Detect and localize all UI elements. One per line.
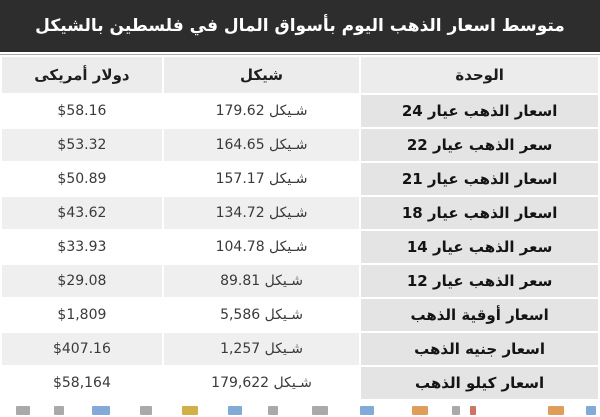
clipped-text-fragment — [312, 406, 328, 415]
gold-price-table: الوحدة شيكل دولار أمريكى اسعار الذهب عيا… — [0, 55, 600, 401]
unit-cell: اسعار جنيه الذهب — [361, 333, 598, 365]
table-row: سعر الذهب عيار 22 164.65 شـيكل $53.32 — [2, 129, 598, 161]
dollar-cell: $50.89 — [2, 163, 162, 195]
dollar-cell: $33.93 — [2, 231, 162, 263]
dollar-cell: $58.16 — [2, 95, 162, 127]
clipped-text-fragment — [54, 406, 64, 415]
unit-cell: سعر الذهب عيار 14 — [361, 231, 598, 263]
page-title: متوسط اسعار الذهب اليوم بأسواق المال في … — [35, 16, 565, 36]
clipped-text-fragment — [548, 406, 564, 415]
dollar-cell: $58,164 — [2, 367, 162, 399]
header-row: الوحدة شيكل دولار أمريكى — [2, 57, 598, 93]
clipped-text-fragment — [412, 406, 428, 415]
table-row: اسعار الذهب عيار 24 179.62 شـيكل $58.16 — [2, 95, 598, 127]
table-row: اسعار الذهب عيار 18 134.72 شـيكل $43.62 — [2, 197, 598, 229]
column-header-dollar: دولار أمريكى — [2, 57, 162, 93]
unit-cell: سعر الذهب عيار 22 — [361, 129, 598, 161]
table-row: اسعار جنيه الذهب 1,257 شـيكل $407.16 — [2, 333, 598, 365]
clipped-text-fragment — [92, 406, 110, 415]
clipped-footer-text-line — [0, 404, 600, 417]
shekel-cell: 104.78 شـيكل — [163, 231, 360, 263]
shekel-cell: 134.72 شـيكل — [163, 197, 360, 229]
dollar-cell: $1,809 — [2, 299, 162, 331]
dollar-cell: $53.32 — [2, 129, 162, 161]
column-header-shekel: شيكل — [163, 57, 360, 93]
clipped-text-fragment — [140, 406, 152, 415]
clipped-text-fragment — [470, 406, 476, 415]
gold-price-table-wrap: الوحدة شيكل دولار أمريكى اسعار الذهب عيا… — [0, 54, 600, 401]
table-row: سعر الذهب عيار 14 104.78 شـيكل $33.93 — [2, 231, 598, 263]
table-row: سعر الذهب عيار 12 89.81 شـيكل $29.08 — [2, 265, 598, 297]
clipped-text-fragment — [452, 406, 460, 415]
column-header-unit: الوحدة — [361, 57, 598, 93]
unit-cell: اسعار كيلو الذهب — [361, 367, 598, 399]
table-row: اسعار أوقية الذهب 5,586 شـيكل $1,809 — [2, 299, 598, 331]
shekel-cell: 179.62 شـيكل — [163, 95, 360, 127]
shekel-cell: 89.81 شـيكل — [163, 265, 360, 297]
shekel-cell: 1,257 شـيكل — [163, 333, 360, 365]
table-row: اسعار كيلو الذهب 179,622 شـيكل $58,164 — [2, 367, 598, 399]
unit-cell: اسعار الذهب عيار 24 — [361, 95, 598, 127]
unit-cell: اسعار الذهب عيار 18 — [361, 197, 598, 229]
clipped-text-fragment — [182, 406, 198, 415]
dollar-cell: $407.16 — [2, 333, 162, 365]
clipped-text-fragment — [586, 406, 596, 415]
clipped-text-fragment — [16, 406, 30, 415]
unit-cell: سعر الذهب عيار 12 — [361, 265, 598, 297]
unit-cell: اسعار أوقية الذهب — [361, 299, 598, 331]
shekel-cell: 5,586 شـيكل — [163, 299, 360, 331]
dollar-cell: $43.62 — [2, 197, 162, 229]
dollar-cell: $29.08 — [2, 265, 162, 297]
shekel-cell: 164.65 شـيكل — [163, 129, 360, 161]
clipped-text-fragment — [360, 406, 374, 415]
shekel-cell: 179,622 شـيكل — [163, 367, 360, 399]
clipped-text-fragment — [228, 406, 242, 415]
unit-cell: اسعار الذهب عيار 21 — [361, 163, 598, 195]
title-bar: متوسط اسعار الذهب اليوم بأسواق المال في … — [0, 0, 600, 52]
shekel-cell: 157.17 شـيكل — [163, 163, 360, 195]
table-row: اسعار الذهب عيار 21 157.17 شـيكل $50.89 — [2, 163, 598, 195]
clipped-text-fragment — [268, 406, 278, 415]
